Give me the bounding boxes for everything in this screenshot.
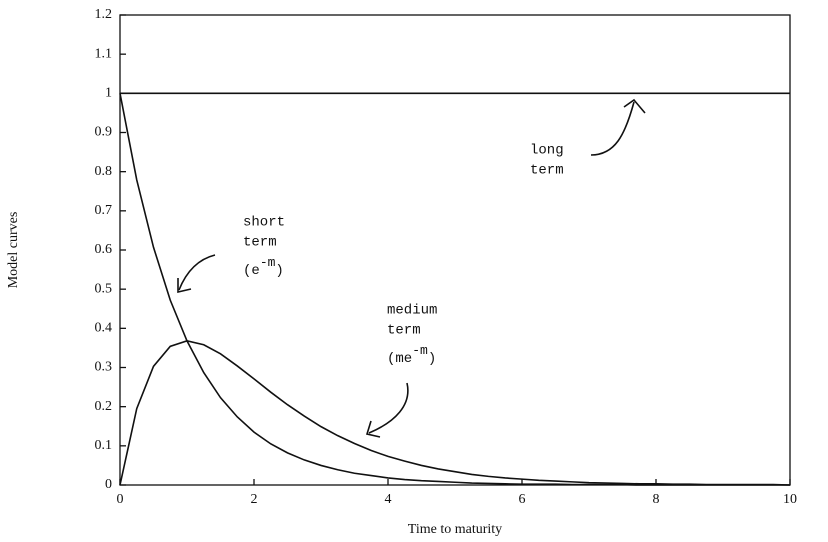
formula-base: (e (243, 263, 260, 279)
plot-frame (119, 14, 791, 486)
formula-close: ) (428, 351, 436, 367)
formula-exponent: -m (412, 343, 428, 358)
annotation: short (243, 215, 285, 231)
annotation: term (387, 323, 421, 339)
annotation: term (530, 163, 564, 179)
y-tick-label: 0.3 (95, 360, 113, 375)
series-line (119, 93, 790, 486)
y-tick-label: 1 (105, 86, 112, 101)
y-axis-title: Model curves (6, 212, 21, 289)
x-axis-title: Time to maturity (408, 522, 502, 537)
y-tick-label: 0 (105, 477, 112, 492)
y-tick-label: 0.1 (95, 438, 113, 453)
x-tick-label: 6 (519, 492, 526, 507)
annotation: long (530, 143, 564, 159)
y-tick-label: 1.2 (95, 7, 113, 22)
annotation-formula: (me-m) (387, 343, 436, 366)
formula-base: (me (387, 351, 412, 367)
arrow (178, 254, 216, 291)
y-tick-label: 0.4 (95, 321, 113, 336)
y-tick-label: 1.1 (95, 46, 113, 61)
x-tick-label: 8 (653, 492, 660, 507)
x-tick-label: 4 (385, 492, 392, 507)
x-tick-label: 10 (783, 492, 797, 507)
arrowhead (623, 98, 646, 114)
x-tick-label: 2 (251, 492, 258, 507)
annotation: term (243, 235, 277, 251)
y-tick-label: 0.7 (95, 203, 113, 218)
y-tick-label: 0.8 (95, 164, 113, 179)
y-tick-label: 0.5 (95, 281, 113, 296)
annotation: medium (387, 303, 437, 319)
x-tick-label: 0 (117, 492, 124, 507)
arrow (368, 382, 409, 434)
formula-exponent: -m (260, 255, 276, 270)
y-tick-label: 0.6 (95, 242, 113, 257)
y-tick-label: 0.2 (95, 399, 113, 414)
y-tick-label: 0.9 (95, 125, 113, 140)
arrowhead (365, 420, 381, 438)
series-line (119, 340, 791, 486)
arrowhead (177, 278, 192, 294)
formula-close: ) (275, 263, 283, 279)
arrow (590, 101, 635, 156)
annotation-formula: (e-m) (243, 255, 284, 278)
